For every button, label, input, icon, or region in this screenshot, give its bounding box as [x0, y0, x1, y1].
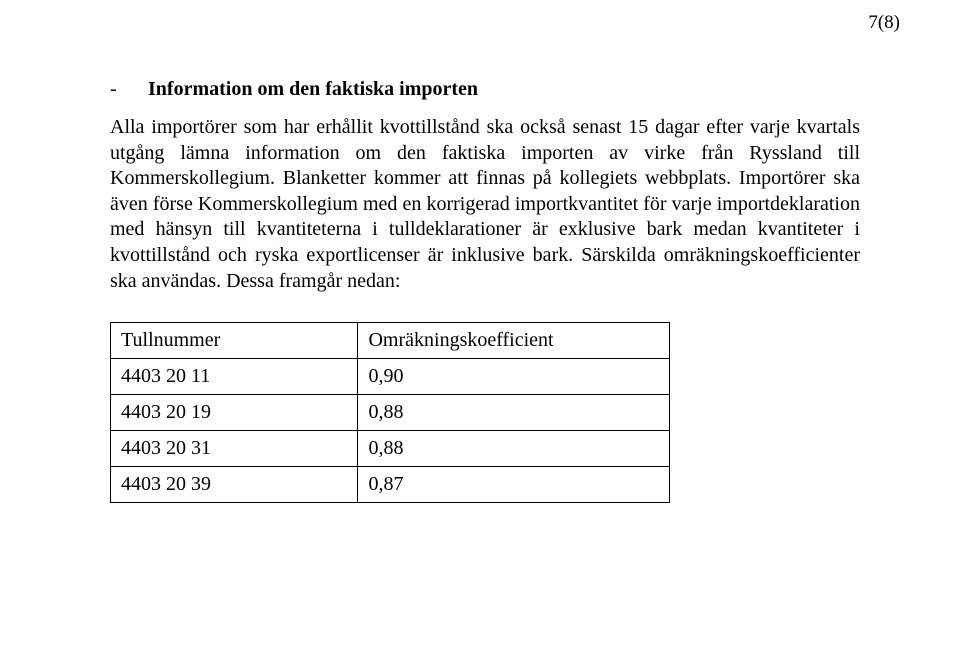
coefficient-table: Tullnummer Omräkningskoefficient 4403 20…	[110, 322, 670, 503]
table-row: 4403 20 11 0,90	[111, 359, 670, 395]
table-cell: 4403 20 31	[111, 431, 358, 467]
table-cell: 0,88	[358, 395, 670, 431]
table-row: Tullnummer Omräkningskoefficient	[111, 323, 670, 359]
table-cell: 4403 20 11	[111, 359, 358, 395]
section-heading: Information om den faktiska importen	[148, 78, 478, 100]
table-row: 4403 20 31 0,88	[111, 431, 670, 467]
heading-row: - Information om den faktiska importen	[110, 78, 860, 101]
document-page: 7(8) - Information om den faktiska impor…	[0, 0, 960, 658]
table-header-cell: Tullnummer	[111, 323, 358, 359]
table-cell: 4403 20 19	[111, 395, 358, 431]
body-paragraph: Alla importörer som har erhållit kvottil…	[110, 115, 860, 294]
bullet-dash: -	[110, 78, 144, 101]
table-cell: 0,90	[358, 359, 670, 395]
table-header-cell: Omräkningskoefficient	[358, 323, 670, 359]
table-row: 4403 20 19 0,88	[111, 395, 670, 431]
page-number: 7(8)	[868, 12, 900, 34]
table-cell: 0,87	[358, 467, 670, 503]
table-cell: 0,88	[358, 431, 670, 467]
table-cell: 4403 20 39	[111, 467, 358, 503]
table-row: 4403 20 39 0,87	[111, 467, 670, 503]
